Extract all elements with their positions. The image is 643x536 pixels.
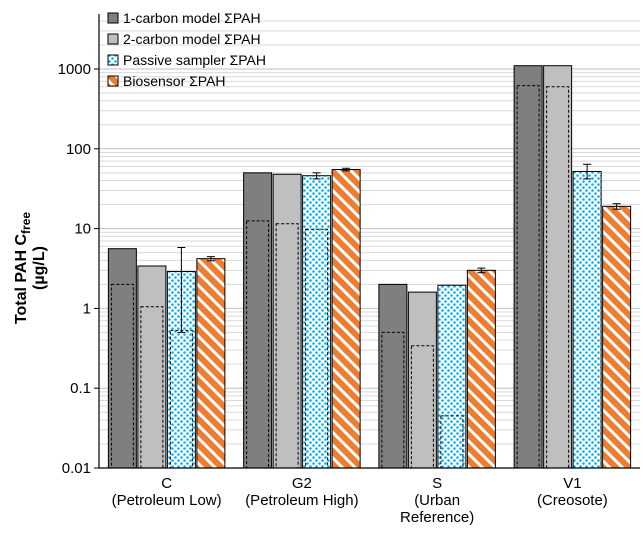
bar xyxy=(378,283,408,469)
bar xyxy=(437,284,467,469)
y-axis-title: Total PAH Cfree xyxy=(13,212,33,324)
y-tick-label: 1 xyxy=(83,300,91,317)
legend-label: Passive sampler ΣPAH xyxy=(123,52,266,68)
x-category-label: (Creosote) xyxy=(537,492,608,509)
x-category-label: (Urban xyxy=(414,492,460,509)
x-category-labels: C(Petroleum Low) G2(Petroleum High) S(Urba… xyxy=(112,475,608,526)
x-category-label: G2 xyxy=(292,475,312,492)
y-tick-label: 0.01 xyxy=(62,460,91,477)
legend-label: 2-carbon model ΣPAH xyxy=(123,31,261,47)
y-axis-units: (µg/L) xyxy=(31,246,48,290)
legend: 1-carbon model ΣPAH 2-carbon model ΣPAH Pa… xyxy=(107,10,266,89)
bar xyxy=(107,248,137,469)
x-category-label: S xyxy=(432,475,442,492)
bar xyxy=(302,175,332,469)
y-tick-labels: 0.01 0.1 1 10 100 1000 xyxy=(58,61,99,477)
y-tick-label: 1000 xyxy=(58,61,91,78)
bar xyxy=(137,265,167,469)
x-category-label: C xyxy=(161,475,172,492)
y-tick-label: 10 xyxy=(74,221,91,238)
x-category-label: (Petroleum Low) xyxy=(112,492,222,509)
y-tick-label: 100 xyxy=(66,141,91,158)
bar xyxy=(543,65,573,469)
legend-swatch xyxy=(107,54,119,66)
axes xyxy=(98,14,640,469)
bars-group xyxy=(107,65,632,469)
bar xyxy=(466,269,496,469)
x-category-label: Reference) xyxy=(400,509,474,526)
inner-bar-outline xyxy=(381,331,405,469)
x-category-label: (Petroleum High) xyxy=(245,492,358,509)
y-tick-label: 0.1 xyxy=(70,380,91,397)
x-category-label: V1 xyxy=(563,475,581,492)
legend-swatch xyxy=(107,75,119,87)
bar xyxy=(407,291,437,469)
legend-label: Biosensor ΣPAH xyxy=(123,73,226,89)
inner-bar-outline xyxy=(546,86,570,469)
bar xyxy=(272,173,302,469)
bar xyxy=(196,258,226,469)
bar xyxy=(602,205,632,469)
bar xyxy=(331,169,361,469)
legend-swatch xyxy=(107,33,119,45)
bar xyxy=(243,172,273,469)
inner-bar-outline xyxy=(140,306,164,469)
bar xyxy=(572,170,602,469)
legend-label: 1-carbon model ΣPAH xyxy=(123,10,261,26)
bar xyxy=(513,65,543,469)
legend-swatch xyxy=(107,12,119,24)
